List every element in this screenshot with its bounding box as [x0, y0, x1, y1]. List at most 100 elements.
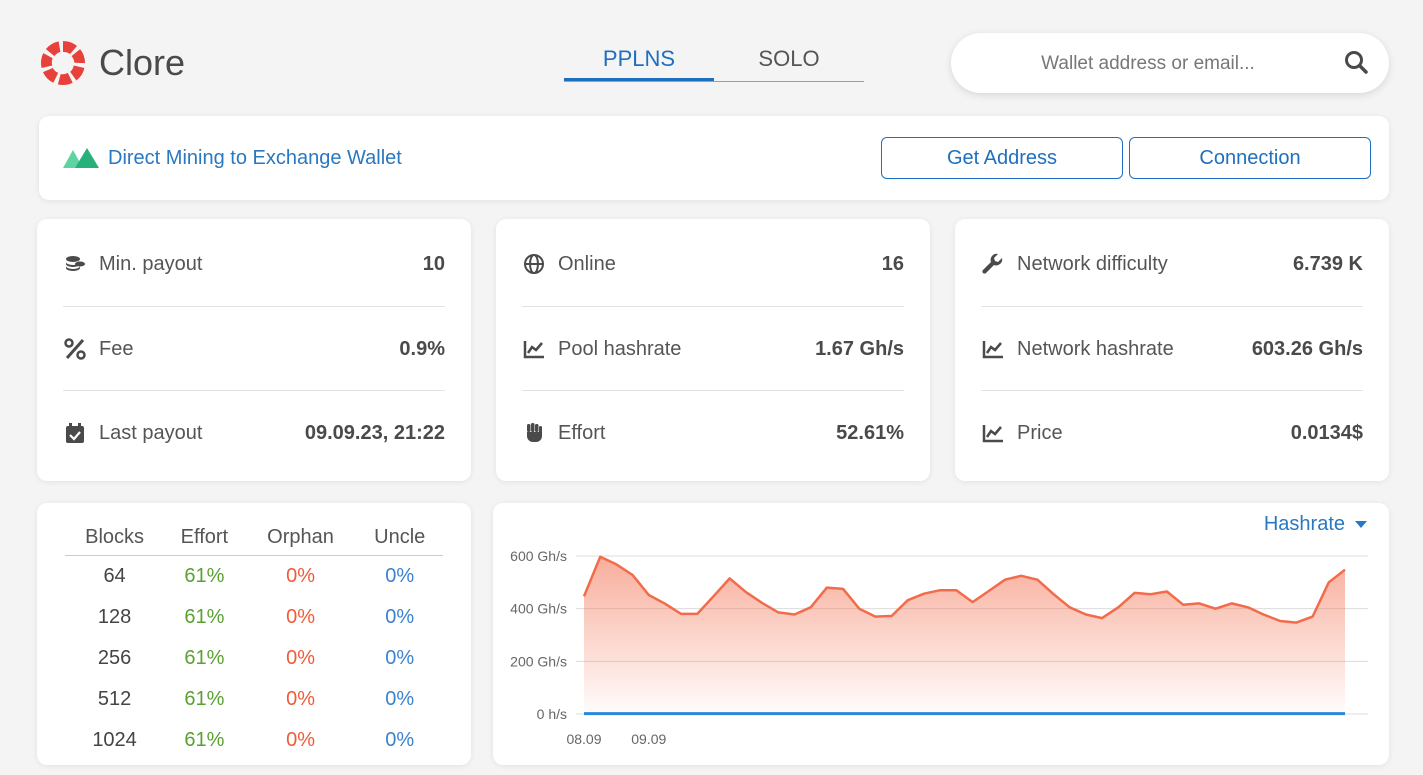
stat-value: 603.26 Gh/s	[1251, 337, 1363, 360]
percent-icon	[63, 337, 87, 361]
globe-icon	[522, 252, 546, 276]
column-header: Effort	[164, 519, 245, 556]
exchange-logo-icon	[63, 146, 101, 175]
chart-metric-label: Hashrate	[1263, 513, 1345, 535]
clore-logo	[38, 38, 88, 88]
orphan-cell: 0%	[286, 606, 315, 628]
stat-value: 52.61%	[836, 421, 904, 444]
exchange-banner: Direct Mining to Exchange Wallet Get Add…	[39, 116, 1389, 200]
stat-label: Price	[1017, 421, 1063, 444]
divider	[981, 390, 1363, 391]
stat-value: 1.67 Gh/s	[815, 337, 904, 360]
uncle-cell: 0%	[385, 565, 415, 587]
stat-value: 10	[422, 252, 445, 275]
stat-row: Network difficulty 6.739 K	[981, 222, 1363, 306]
table-header-row: Blocks Effort Orphan Uncle	[65, 519, 443, 556]
caret-down-icon	[1355, 521, 1367, 528]
network-hashrate-line	[582, 555, 1346, 624]
orphan-cell: 0%	[286, 647, 315, 669]
search-bar	[951, 33, 1389, 93]
effort-cell: 61%	[184, 606, 225, 628]
blocks-table: Blocks Effort Orphan Uncle 64 61% 0% 0% …	[65, 519, 443, 761]
stat-row: Pool hashrate 1.67 Gh/s	[522, 307, 904, 391]
coins-icon	[63, 252, 87, 276]
blocks-cell: 1024	[92, 729, 137, 751]
column-header: Orphan	[244, 519, 357, 556]
x-tick-label: 08.09	[566, 731, 601, 747]
chart-line-icon	[981, 421, 1005, 445]
stat-row: Min. payout 10	[63, 222, 445, 306]
uncle-cell: 0%	[385, 688, 415, 710]
table-row: 256 61% 0% 0%	[65, 638, 443, 679]
mode-tabs: PPLNS SOLO	[564, 44, 864, 82]
stat-value: 6.739 K	[1292, 252, 1363, 275]
effort-cell: 61%	[184, 565, 225, 587]
orphan-cell: 0%	[286, 565, 315, 587]
stat-value: 09.09.23, 21:22	[304, 421, 445, 444]
stat-value: 0.9%	[399, 337, 445, 360]
stat-row: Network hashrate 603.26 Gh/s	[981, 307, 1363, 391]
wrench-icon	[981, 252, 1005, 276]
uncle-cell: 0%	[385, 729, 415, 751]
orphan-cell: 0%	[286, 688, 315, 710]
uncle-cell: 0%	[385, 606, 415, 628]
blocks-cell: 128	[97, 606, 132, 628]
chart-line-icon	[981, 337, 1005, 361]
network-stats-card: Network difficulty 6.739 K Network hashr…	[955, 219, 1389, 481]
effort-cell: 61%	[184, 688, 225, 710]
stat-row: Online 16	[522, 222, 904, 306]
y-tick-label: 200 Gh/s	[510, 653, 567, 669]
stat-label: Pool hashrate	[558, 337, 682, 360]
stat-label: Network difficulty	[1017, 252, 1168, 275]
stat-label: Online	[558, 252, 616, 275]
effort-cell: 61%	[184, 729, 225, 751]
stat-label: Fee	[99, 337, 134, 360]
table-row: 128 61% 0% 0%	[65, 597, 443, 638]
blocks-effort-card: Blocks Effort Orphan Uncle 64 61% 0% 0% …	[37, 503, 471, 765]
pool-stats-card: Online 16 Pool hashrate 1.67 Gh/s Effort…	[496, 219, 930, 481]
y-tick-label: 0 h/s	[537, 706, 567, 722]
blocks-cell: 512	[97, 688, 132, 710]
y-tick-label: 600 Gh/s	[510, 548, 567, 564]
stat-label: Effort	[558, 421, 606, 444]
orphan-cell: 0%	[286, 729, 315, 751]
divider	[522, 390, 904, 391]
get-address-button[interactable]: Get Address	[881, 137, 1123, 179]
stat-row: Fee 0.9%	[63, 307, 445, 391]
divider	[981, 306, 1363, 307]
calendar-check-icon	[63, 421, 87, 445]
table-row: 64 61% 0% 0%	[65, 556, 443, 598]
stat-value: 16	[881, 252, 904, 275]
blocks-cell: 256	[97, 647, 132, 669]
tab-solo[interactable]: SOLO	[758, 46, 820, 71]
divider	[63, 306, 445, 307]
search-icon[interactable]	[1343, 49, 1371, 77]
uncle-cell: 0%	[385, 647, 415, 669]
stat-row: Price 0.0134$	[981, 391, 1363, 475]
column-header: Blocks	[65, 519, 165, 556]
fist-icon	[522, 421, 546, 445]
network-hashrate-area	[584, 556, 1345, 714]
stat-row: Effort 52.61%	[522, 391, 904, 475]
stat-label: Network hashrate	[1017, 337, 1174, 360]
stat-label: Last payout	[99, 421, 203, 444]
connection-button[interactable]: Connection	[1129, 137, 1371, 179]
direct-mining-link[interactable]: Direct Mining to Exchange Wallet	[108, 147, 402, 169]
tab-pplns[interactable]: PPLNS	[564, 44, 714, 81]
stat-value: 0.0134$	[1290, 421, 1363, 444]
table-row: 1024 61% 0% 0%	[65, 720, 443, 761]
chart-metric-dropdown[interactable]: Hashrate	[1264, 513, 1367, 536]
effort-cell: 61%	[184, 647, 225, 669]
column-header: Uncle	[356, 519, 443, 556]
payout-stats-card: Min. payout 10 Fee 0.9% Last payout 09.0…	[37, 219, 471, 481]
divider	[63, 390, 445, 391]
x-tick-label: 09.09	[631, 731, 666, 747]
hashrate-chart-card: 0 h/s 200 Gh/s 400 Gh/s 600 Gh/s 08.09 09.09 …	[493, 503, 1389, 765]
hashrate-chart: 0 h/s 200 Gh/s 400 Gh/s 600 Gh/s 08.09 09.09	[510, 548, 1368, 747]
divider	[522, 306, 904, 307]
stat-label: Min. payout	[99, 252, 203, 275]
y-tick-label: 400 Gh/s	[510, 601, 567, 617]
brand-name: Clore	[99, 42, 186, 83]
table-row: 512 61% 0% 0%	[65, 679, 443, 720]
search-input[interactable]	[971, 47, 1325, 81]
